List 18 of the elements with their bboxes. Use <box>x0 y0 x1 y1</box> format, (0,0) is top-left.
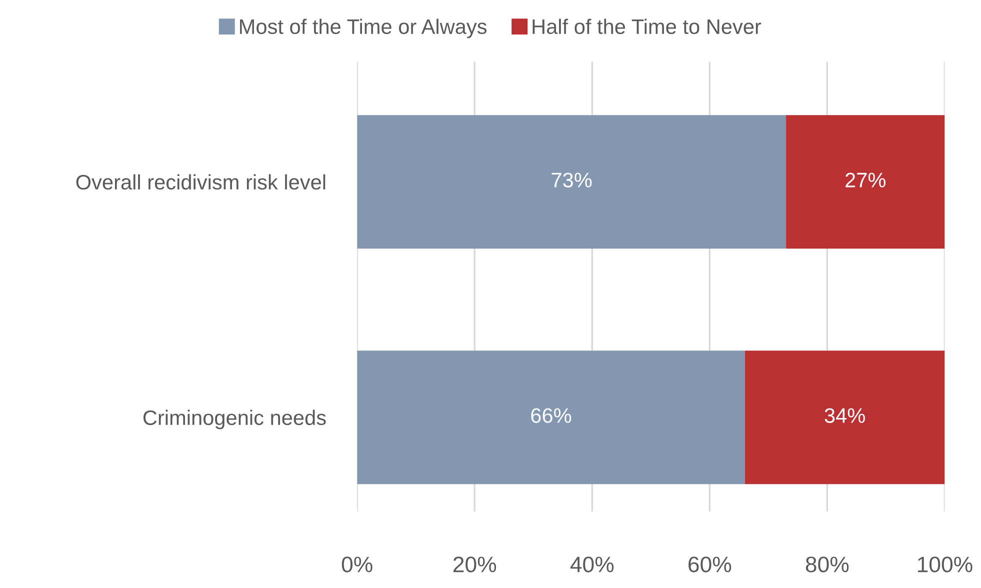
x-tick-label: 40% <box>570 556 614 572</box>
data-label: 73% <box>552 172 592 188</box>
x-tick-label: 0% <box>342 556 372 572</box>
data-label: 66% <box>531 408 572 423</box>
bar <box>744 350 945 484</box>
y-tick-label: Criminogenic needs <box>143 410 326 430</box>
legend-label: Most of the Time or Always <box>240 18 487 38</box>
bar <box>786 115 945 249</box>
x-tick-label: 80% <box>806 556 849 572</box>
bar <box>357 115 786 249</box>
x-tick-label: 60% <box>688 556 732 572</box>
legend-label: Half of the Time to Never <box>532 18 762 34</box>
x-tick-label: 100% <box>918 556 972 572</box>
bar <box>357 350 745 484</box>
data-label: 34% <box>824 408 865 423</box>
data-label: 27% <box>846 172 886 188</box>
y-tick-label: Overall recidivism risk level <box>76 174 326 190</box>
x-tick-label: 20% <box>453 556 496 572</box>
